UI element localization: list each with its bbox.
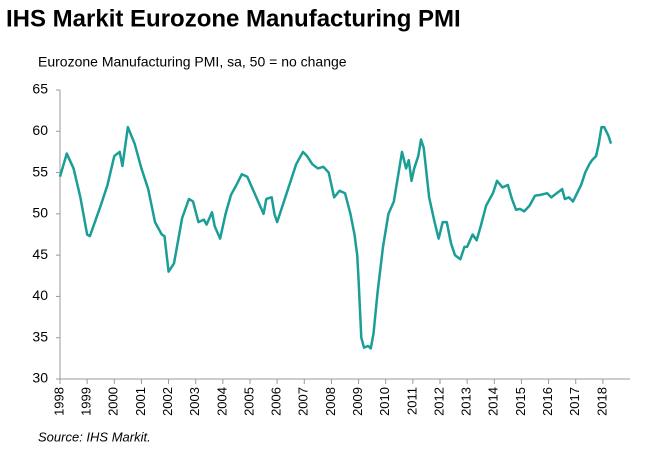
x-tick-label: 2008 xyxy=(323,387,338,416)
data-line xyxy=(58,125,613,350)
x-tick-label: 2004 xyxy=(214,387,229,416)
y-tick-label: 55 xyxy=(32,163,48,179)
y-tick-label: 65 xyxy=(32,81,48,97)
x-tick-label: 1999 xyxy=(79,387,94,416)
y-tick-label: 40 xyxy=(32,287,48,303)
source: Source: IHS Markit. xyxy=(38,429,151,444)
y-tick-label: 45 xyxy=(32,246,48,262)
x-tick-label: 2001 xyxy=(133,387,148,416)
x-tick-label: 2015 xyxy=(513,387,528,416)
x-tick-label: 2018 xyxy=(594,387,609,416)
x-tick-label: 2002 xyxy=(160,387,175,416)
x-tick-label: 1998 xyxy=(51,387,66,416)
x-tick-label: 2017 xyxy=(567,387,582,416)
x-tick-label: 2003 xyxy=(187,387,202,416)
x-tick-label: 2014 xyxy=(486,387,501,416)
y-tick-label: 50 xyxy=(32,205,48,221)
x-tick-label: 2009 xyxy=(350,387,365,416)
x-tick-label: 2007 xyxy=(296,387,311,416)
x-tick-label: 2012 xyxy=(431,387,446,416)
x-tick-label: 2005 xyxy=(241,387,256,416)
x-tick-label: 2010 xyxy=(377,387,392,416)
y-tick-label: 30 xyxy=(32,370,48,386)
x-tick-label: 2011 xyxy=(404,387,419,415)
x-tick-label: 2013 xyxy=(459,387,474,416)
x-tick-label: 2016 xyxy=(540,387,555,416)
y-tick-label: 35 xyxy=(32,328,48,344)
chart-subtitle: Eurozone Manufacturing PMI, sa, 50 = no … xyxy=(38,54,347,70)
x-tick-label: 2006 xyxy=(269,387,284,416)
chart-title: IHS Markit Eurozone Manufacturing PMI xyxy=(6,5,461,32)
y-tick-label: 60 xyxy=(32,122,48,138)
x-tick-label: 2000 xyxy=(106,387,121,416)
